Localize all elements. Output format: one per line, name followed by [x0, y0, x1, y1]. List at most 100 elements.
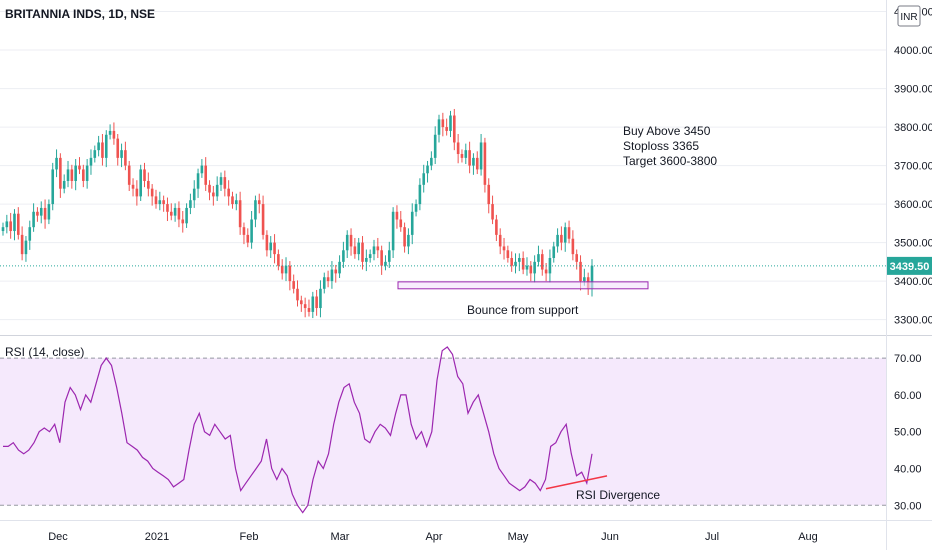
candle-body: [399, 219, 403, 228]
candle-body: [322, 277, 326, 289]
candle-body: [353, 246, 357, 255]
candle-body: [498, 234, 502, 247]
candle-body: [307, 308, 311, 312]
price-axis[interactable]: 4100.004000.003900.003800.003700.003600.…: [894, 7, 932, 327]
candle-body: [59, 157, 62, 189]
candle-body: [372, 246, 376, 255]
candle-body: [575, 254, 579, 262]
candle-body: [449, 115, 452, 131]
candle-body: [215, 184, 219, 197]
candle-body: [544, 269, 548, 274]
candle-body: [97, 142, 100, 151]
rsi-axis: 70.00 60.00 50.00 40.00 30.00: [894, 353, 922, 512]
candle-body: [441, 119, 445, 128]
candle-body: [571, 238, 575, 255]
candle-body: [464, 150, 468, 158]
candle-body: [342, 250, 345, 262]
candle-body: [365, 257, 368, 262]
candle-body: [238, 200, 242, 228]
candle-body: [403, 227, 406, 247]
candle-body: [36, 211, 39, 216]
candle-body: [361, 242, 364, 262]
candle-body: [112, 130, 116, 139]
rsi-divergence-line[interactable]: [545, 475, 608, 490]
price-tick-label: 4000.00: [894, 45, 932, 57]
candle-body: [560, 234, 563, 243]
candle-body: [235, 200, 238, 205]
candle-body: [540, 254, 544, 270]
candle-body: [181, 219, 185, 224]
candle-body: [495, 219, 498, 235]
candle-body: [376, 246, 380, 251]
candle-body: [158, 200, 162, 205]
candle-body: [491, 204, 494, 220]
candle-body: [154, 196, 158, 205]
candle-body: [223, 177, 227, 189]
candle-body: [330, 269, 334, 282]
candle-body: [292, 281, 295, 289]
candle-body: [387, 250, 391, 262]
candle-body: [445, 127, 448, 131]
candle-body: [265, 234, 269, 251]
candle-body: [475, 157, 479, 170]
last-price-badge: [887, 256, 932, 275]
candle-body: [85, 165, 89, 181]
candle-body: [510, 257, 513, 266]
candle-body: [479, 142, 483, 170]
candle-body: [66, 169, 70, 181]
candle-body: [51, 169, 55, 205]
candle-body: [426, 165, 429, 174]
rsi-tick-label: 60.00: [894, 390, 922, 402]
candle-body: [422, 173, 426, 185]
trade-plan-line-1: Buy Above 3450: [623, 124, 711, 138]
candle-body: [556, 234, 559, 247]
price-tick-label: 3700.00: [894, 161, 932, 173]
candle-body: [131, 184, 135, 189]
currency-badge-label: INR: [900, 12, 917, 23]
candle-body: [345, 234, 349, 251]
candle-body: [120, 150, 123, 158]
candle-body: [529, 265, 533, 274]
candle-body: [127, 165, 131, 185]
candle-body: [483, 142, 487, 185]
candle-body: [13, 213, 16, 232]
candle-body: [82, 169, 85, 181]
candle-body: [525, 265, 529, 270]
candle-body: [246, 234, 250, 243]
currency-badge[interactable]: [897, 5, 921, 27]
rsi-title: RSI (14, close): [5, 345, 84, 359]
rsi-tick-label: 40.00: [894, 463, 922, 475]
candle-body: [173, 207, 177, 216]
rsi-divergence-label: RSI Divergence: [576, 488, 660, 502]
candle-body: [391, 211, 395, 251]
candle-body: [147, 180, 150, 189]
candle-body: [212, 192, 215, 197]
candle-body: [219, 177, 223, 185]
time-tick-label: Aug: [798, 531, 818, 543]
rsi-tick-label: 50.00: [894, 427, 922, 439]
candle-body: [583, 277, 586, 282]
candle-body: [456, 142, 460, 155]
candle-body: [410, 211, 414, 235]
candle-body: [384, 261, 387, 266]
candle-body: [70, 169, 74, 181]
candle-body: [250, 219, 253, 243]
candle-body: [254, 200, 257, 220]
time-axis[interactable]: Dec 2021 Feb Mar Apr May Jun Jul Aug: [48, 531, 818, 543]
candle-body: [300, 300, 303, 305]
candle-body: [204, 165, 208, 185]
candle-body: [357, 242, 360, 255]
candle-body: [288, 265, 292, 282]
candle-body: [16, 213, 20, 235]
candle-body: [89, 157, 93, 166]
candle-body: [563, 227, 567, 243]
candle-body: [296, 288, 299, 301]
candle-body: [349, 234, 353, 247]
candle-body: [200, 165, 204, 174]
candle-body: [1, 227, 5, 232]
price-tick-label: 3800.00: [894, 122, 932, 134]
support-zone-box[interactable]: [397, 281, 649, 290]
candle-body: [395, 211, 399, 220]
candle-body: [453, 115, 456, 143]
